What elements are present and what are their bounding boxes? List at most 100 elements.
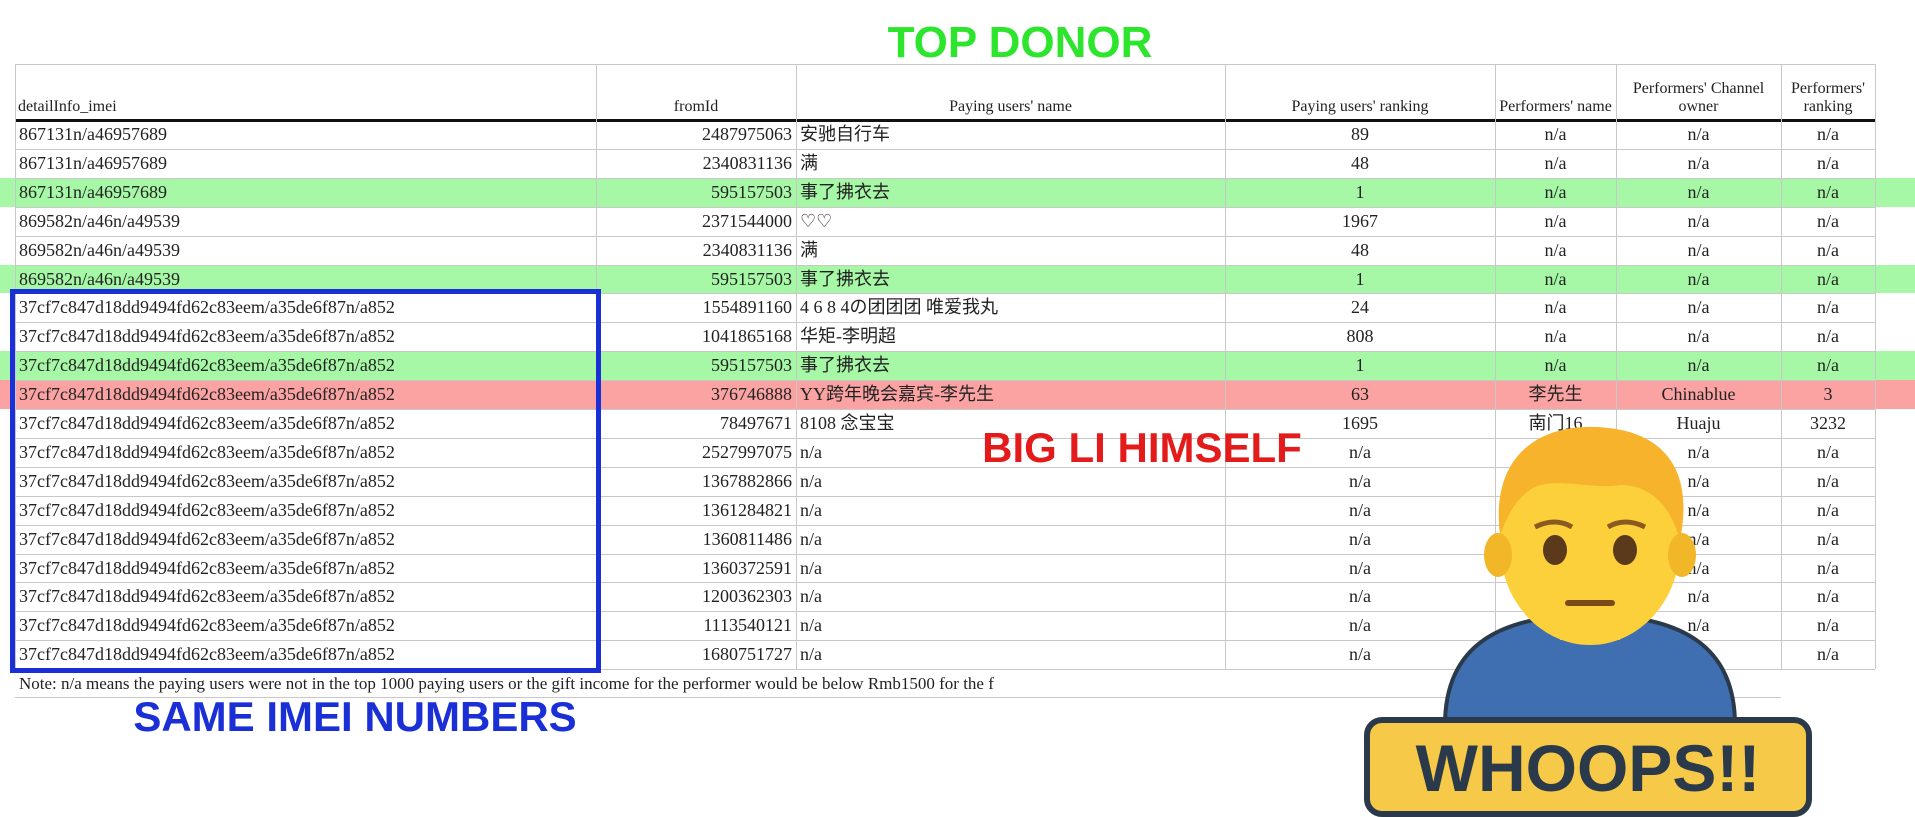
table-cell: 安驰自行车 <box>800 124 890 144</box>
table-cell: 808 <box>1346 326 1374 347</box>
table-cell: n/a <box>1817 297 1839 318</box>
table-cell: 376746888 <box>711 384 792 405</box>
table-cell: 37cf7c847d18dd9494fd62c83eem/a35de6f87n/… <box>19 384 395 405</box>
table-cell: 869582n/a46n/a49539 <box>19 210 180 231</box>
emoji-person <box>1442 426 1738 725</box>
table-cell: 南门16 <box>1528 413 1583 433</box>
table-cell: 1967 <box>1342 210 1378 231</box>
header-cell: Paying users' ranking <box>1291 98 1429 115</box>
table-cell: n/a <box>800 499 822 520</box>
table-cell: n/a <box>1544 297 1567 318</box>
table-cell: n/a <box>1687 152 1710 173</box>
table-cell: n/a <box>1687 586 1710 607</box>
table-cell: n/a <box>1349 615 1371 636</box>
col-line <box>1495 64 1496 670</box>
table-cell: 1554891160 <box>702 297 792 318</box>
table-cell: 595157503 <box>711 355 792 376</box>
table-cell: 869582n/a46n/a49539 <box>19 268 180 289</box>
table-cell: n/a <box>1817 528 1839 549</box>
top-line <box>15 64 1875 65</box>
table-cell: n/a <box>1817 470 1839 491</box>
table-cell: n/a <box>800 528 822 549</box>
table-cell: YY跨年晚会嘉宾-李先生 <box>800 384 994 405</box>
table-cell: n/a <box>1687 239 1710 260</box>
table-cell: 2487975063 <box>702 124 792 144</box>
big-li-annotation: BIG LI HIMSELF <box>982 424 1302 471</box>
table-cell: 8108 念宝宝 <box>800 413 895 433</box>
table-cell: 63 <box>1351 384 1369 405</box>
header-cell: Performers' ranking <box>1791 80 1865 115</box>
table-cell: n/a <box>1349 499 1371 520</box>
row-line <box>15 148 1875 150</box>
table-cell: 89 <box>1351 124 1369 144</box>
header-cell: Performers' name <box>1499 98 1612 115</box>
table-cell: n/a <box>1817 239 1839 260</box>
header-cell: detailInfo_imei <box>18 98 117 115</box>
row-highlight <box>0 177 1915 207</box>
table-cell: n/a <box>1817 586 1839 607</box>
col-line <box>15 64 16 670</box>
table-cell: 满 <box>800 239 818 260</box>
row-line <box>15 640 1875 642</box>
table-cell: 事了拂衣去 <box>800 268 890 289</box>
col-line <box>1875 64 1876 670</box>
row-line <box>15 409 1875 410</box>
table-cell: 37cf7c847d18dd9494fd62c83eem/a35de6f87n/… <box>19 557 395 578</box>
table-cell: n/a <box>1817 499 1839 520</box>
whoops-text: WHOOPS!! <box>1415 731 1761 805</box>
table-cell: 595157503 <box>711 181 792 202</box>
table-cell: ♡♡ <box>800 210 833 231</box>
table-cell: 1361284821 <box>702 499 792 520</box>
table-cell: 37cf7c847d18dd9494fd62c83eem/a35de6f87n/… <box>19 355 395 376</box>
row-line <box>15 466 1875 468</box>
table-cell: n/a <box>800 470 822 491</box>
table-cell: 48 <box>1351 239 1369 260</box>
table-cell: 1680751727 <box>702 644 792 665</box>
table-cell: n/a <box>1544 268 1567 289</box>
row-line <box>15 177 1875 179</box>
table-cell: 37cf7c847d18dd9494fd62c83eem/a35de6f87n/… <box>19 586 395 607</box>
table-cell: 595157503 <box>711 268 792 289</box>
table-cell: n/a <box>1349 557 1371 578</box>
table-cell: 1 <box>1355 268 1365 289</box>
table-cell: n/a <box>1544 152 1567 173</box>
table-cell: Huaju <box>1676 413 1721 433</box>
header-line <box>15 119 1875 122</box>
table-cell: 1367882866 <box>702 470 792 491</box>
row-highlight <box>0 351 1915 381</box>
table-cell: 3232 <box>1810 413 1846 433</box>
table-cell: n/a <box>1817 615 1839 636</box>
header-cell: Paying users' name <box>949 98 1072 115</box>
table-cell: 37cf7c847d18dd9494fd62c83eem/a35de6f87n/… <box>19 528 395 549</box>
table-cell: n/a <box>1687 470 1710 491</box>
table-cell: 2371544000 <box>702 210 792 231</box>
col-line <box>1616 64 1617 670</box>
table-cell: n/a <box>1349 644 1371 665</box>
table-cell: n/a <box>1687 326 1710 347</box>
table-cell: 37cf7c847d18dd9494fd62c83eem/a35de6f87n/… <box>19 297 395 318</box>
table-cell: 867131n/a46957689 <box>19 152 167 173</box>
table-cell: n/a <box>1687 124 1710 144</box>
row-line <box>15 495 1875 497</box>
row-line <box>15 611 1875 613</box>
table-cell: 4 6 8 4の团团团 唯爱我丸 <box>800 297 998 318</box>
header-cell: fromId <box>673 98 719 115</box>
col-line <box>1225 64 1226 670</box>
row-line <box>15 293 1875 295</box>
table-cell: 1041865168 <box>702 326 792 347</box>
table-cell: n/a <box>1544 326 1567 347</box>
table-cell: n/a <box>1817 124 1839 144</box>
table-cell: n/a <box>1544 239 1567 260</box>
row-line <box>15 437 1875 439</box>
table-cell: 华矩-李明超 <box>800 326 896 347</box>
col-line <box>796 64 797 670</box>
table-cell: 24 <box>1351 297 1369 318</box>
table-cell: n/a <box>1544 210 1567 231</box>
table-cell: 3 <box>1823 384 1833 405</box>
header-cell: Performers' Channel owner <box>1632 80 1765 115</box>
imei-box <box>10 289 601 673</box>
table-cell: 37cf7c847d18dd9494fd62c83eem/a35de6f87n/… <box>19 441 395 462</box>
table-cell: n/a <box>1687 355 1710 376</box>
table-cell: n/a <box>1687 499 1710 520</box>
table-cell: 2340831136 <box>702 239 792 260</box>
